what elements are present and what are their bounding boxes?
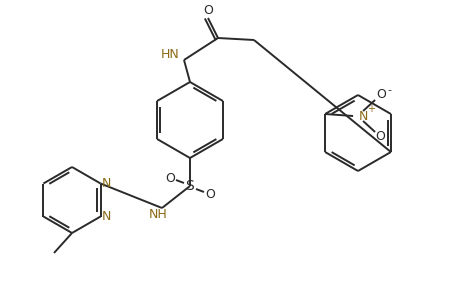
Text: -: - bbox=[387, 85, 391, 95]
Text: N: N bbox=[358, 109, 368, 122]
Text: +: + bbox=[367, 104, 375, 114]
Text: N: N bbox=[102, 210, 111, 223]
Text: O: O bbox=[375, 130, 385, 143]
Text: O: O bbox=[205, 187, 215, 200]
Text: HN: HN bbox=[161, 48, 179, 60]
Text: S: S bbox=[186, 179, 194, 193]
Text: O: O bbox=[203, 3, 213, 16]
Text: N: N bbox=[102, 177, 111, 190]
Text: O: O bbox=[165, 171, 175, 185]
Text: O: O bbox=[376, 88, 386, 101]
Text: NH: NH bbox=[149, 209, 167, 221]
